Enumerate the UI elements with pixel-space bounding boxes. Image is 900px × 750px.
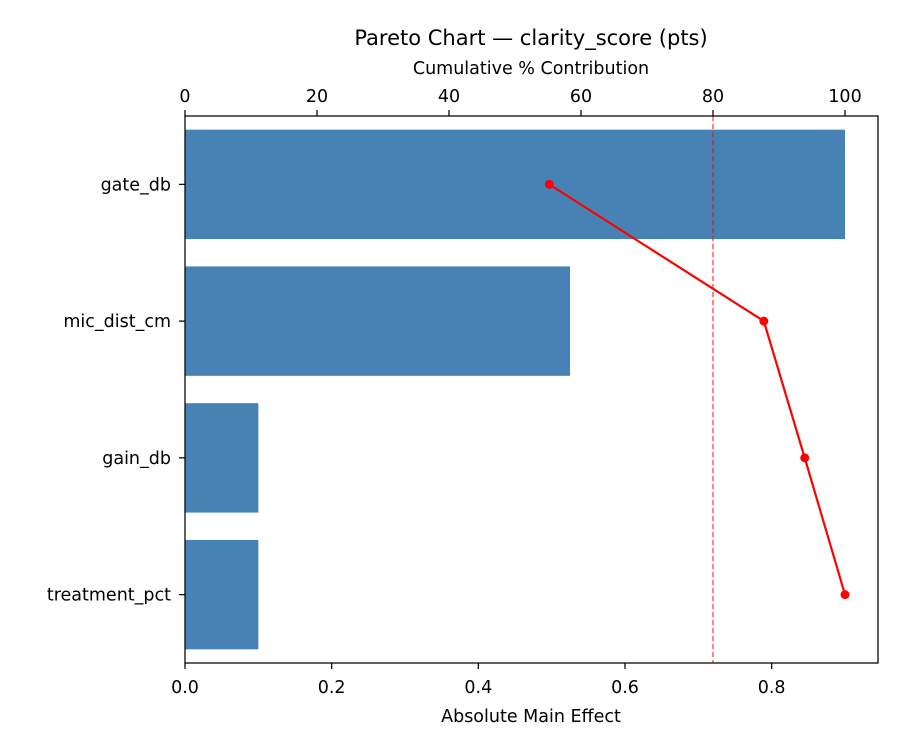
x2-tick-label-0: 0: [179, 87, 190, 107]
category-label-mic_dist_cm: mic_dist_cm: [63, 312, 171, 332]
cumulative-point-gain_db: [800, 453, 810, 463]
category-label-gain_db: gain_db: [102, 449, 171, 469]
plot-frame: [184, 115, 879, 664]
bottom-axis-label: Absolute Main Effect: [441, 707, 621, 727]
axes-layer: gate_db mic_dist_cm gain_db treatment_pct 0.…: [47, 87, 862, 698]
x2-tick-label-1: 20: [306, 87, 328, 107]
cumulative-point-treatment_pct: [840, 590, 850, 600]
x-tick-label-3: 0.6: [611, 678, 639, 698]
category-label-gate_db: gate_db: [101, 175, 171, 195]
bar-gain_db: [185, 403, 259, 513]
x-tick-label-4: 0.8: [758, 678, 786, 698]
bar-gate_db: [185, 129, 845, 240]
chart-title: Pareto Chart — clarity_score (pts): [354, 26, 707, 51]
top-axis-label: Cumulative % Contribution: [413, 59, 649, 79]
cumulative-line: [548, 183, 847, 595]
x-tick-label-2: 0.4: [464, 678, 492, 698]
x2-tick-label-3: 60: [570, 87, 592, 107]
bar-treatment_pct: [185, 539, 259, 650]
cumulative-point-mic_dist_cm: [759, 316, 769, 326]
x2-tick-label-4: 80: [702, 87, 724, 107]
x-tick-label-0: 0.0: [171, 678, 199, 698]
cumulative-point-gate_db: [544, 179, 554, 189]
bar-series: [185, 129, 845, 650]
bar-mic_dist_cm: [185, 266, 570, 376]
cumulative-series: [544, 179, 850, 600]
x2-tick-label-2: 40: [438, 87, 460, 107]
x2-tick-label-5: 100: [828, 87, 861, 107]
category-label-treatment_pct: treatment_pct: [47, 586, 171, 606]
x-tick-label-1: 0.2: [318, 678, 346, 698]
